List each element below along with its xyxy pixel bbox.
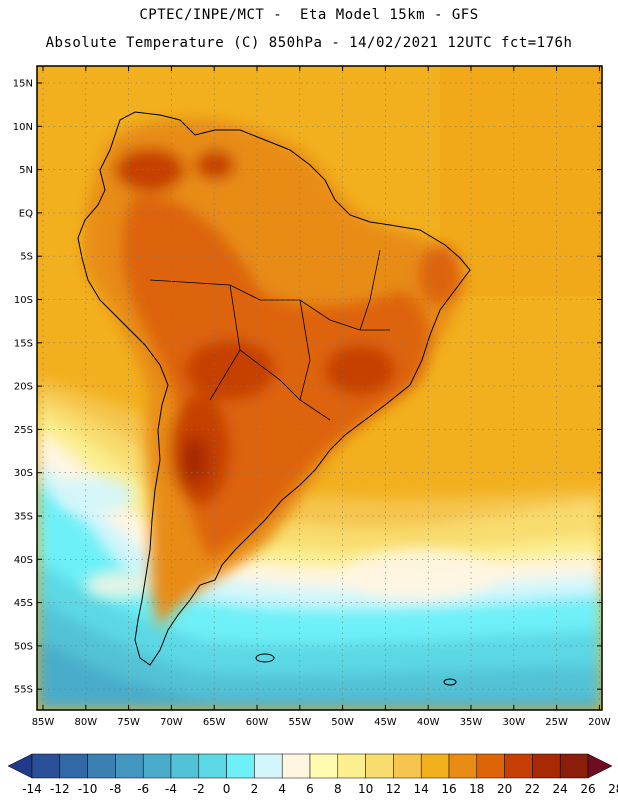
lon-label: 65W [203, 717, 226, 728]
colorbar-label: 26 [580, 782, 596, 796]
lon-label: 55W [288, 717, 311, 728]
colorbar-swatch [59, 753, 88, 779]
lon-label: 40W [417, 717, 440, 728]
lon-label: 45W [374, 717, 397, 728]
lat-label: 45S [14, 598, 33, 609]
colorbar-label: 12 [385, 782, 402, 796]
colorbar-label: 4 [278, 782, 287, 796]
colorbar-label: 6 [306, 782, 314, 796]
lon-label: 25W [545, 717, 568, 728]
colorbar-swatch [226, 753, 255, 779]
lon-label: 75W [117, 717, 140, 728]
colorbar-label: 22 [524, 782, 541, 796]
colorbar-swatch [309, 753, 339, 779]
lon-label: 35W [460, 717, 483, 728]
colorbar-label: -8 [109, 782, 122, 796]
colorbar-label: 20 [496, 782, 513, 796]
colorbar-label: 14 [413, 782, 429, 796]
colorbar [7, 753, 613, 779]
lon-label: 30W [502, 717, 525, 728]
colorbar-swatch [115, 753, 144, 779]
colorbar-label: 8 [333, 782, 342, 796]
colorbar-swatch [476, 753, 505, 779]
lat-label: 10N [13, 122, 33, 133]
lat-label: 5S [20, 252, 33, 263]
colorbar-max-arrow [587, 753, 613, 779]
lat-label: EQ [19, 208, 33, 219]
map-frame [36, 65, 603, 711]
colorbar-swatch [559, 753, 589, 779]
colorbar-label: 28 [608, 782, 618, 796]
lat-label: 35S [14, 512, 33, 523]
colorbar-swatch [420, 753, 450, 779]
lat-label: 40S [14, 555, 33, 566]
map-title: CPTEC/INPE/MCT - Eta Model 15km - GFS [139, 7, 479, 23]
colorbar-label: 0 [222, 782, 231, 796]
colorbar-swatch [337, 753, 366, 779]
colorbar-min-arrow [7, 753, 33, 779]
lat-label: 15S [14, 338, 33, 349]
latitude-labels: 15N 10N 5N EQ 5S 10S 15S 20S 25S 30S 35S 40S 45S 50S 5… [13, 79, 33, 696]
lat-label: 30S [14, 468, 33, 479]
temperature-field [37, 66, 602, 710]
lon-label: 80W [74, 717, 97, 728]
colorbar-swatch [254, 753, 283, 779]
lon-label: 70W [160, 717, 183, 728]
colorbar-label: -2 [192, 782, 205, 796]
colorbar-swatch [532, 753, 561, 779]
map-grid [37, 66, 602, 710]
lat-label: 15N [13, 79, 33, 90]
colorbar-swatch [170, 753, 200, 779]
colorbar-swatch [448, 753, 478, 779]
lon-label: 50W [331, 717, 354, 728]
lon-label: 85W [32, 717, 55, 728]
colorbar-label: 2 [250, 782, 259, 796]
lat-label: 20S [14, 382, 33, 393]
colorbar-label: 16 [441, 782, 457, 796]
colorbar-label: 24 [552, 782, 568, 796]
colorbar-swatch [365, 753, 394, 779]
colorbar-swatch [281, 753, 311, 779]
colorbar-swatch [198, 753, 227, 779]
coastline [77, 111, 471, 666]
colorbar-label: -12 [49, 782, 70, 796]
colorbar-swatch [142, 753, 172, 779]
colorbar-label: 18 [469, 782, 485, 796]
lat-label: 10S [14, 295, 33, 306]
colorbar-swatch [87, 753, 116, 779]
colorbar-label: 10 [357, 782, 374, 796]
longitude-labels: 85W 80W 75W 70W 65W 60W 55W 50W 45W 40W 35W 30W 25W 2… [32, 717, 611, 728]
lon-label: 60W [246, 717, 269, 728]
map-subtitle: Absolute Temperature (C) 850hPa - 14/02/… [45, 35, 573, 51]
colorbar-swatch [504, 753, 533, 779]
lat-label: 25S [14, 425, 33, 436]
colorbar-swatch [393, 753, 422, 779]
colorbar-label: -14 [22, 782, 42, 796]
lat-label: 55S [14, 685, 33, 696]
colorbar-swatch [31, 753, 61, 779]
lat-label: 50S [14, 641, 33, 652]
colorbar-label: -6 [137, 782, 150, 796]
lon-label: 20W [588, 717, 611, 728]
colorbar-label: -10 [77, 782, 98, 796]
lat-label: 5N [19, 165, 33, 176]
colorbar-label: -4 [165, 782, 177, 796]
